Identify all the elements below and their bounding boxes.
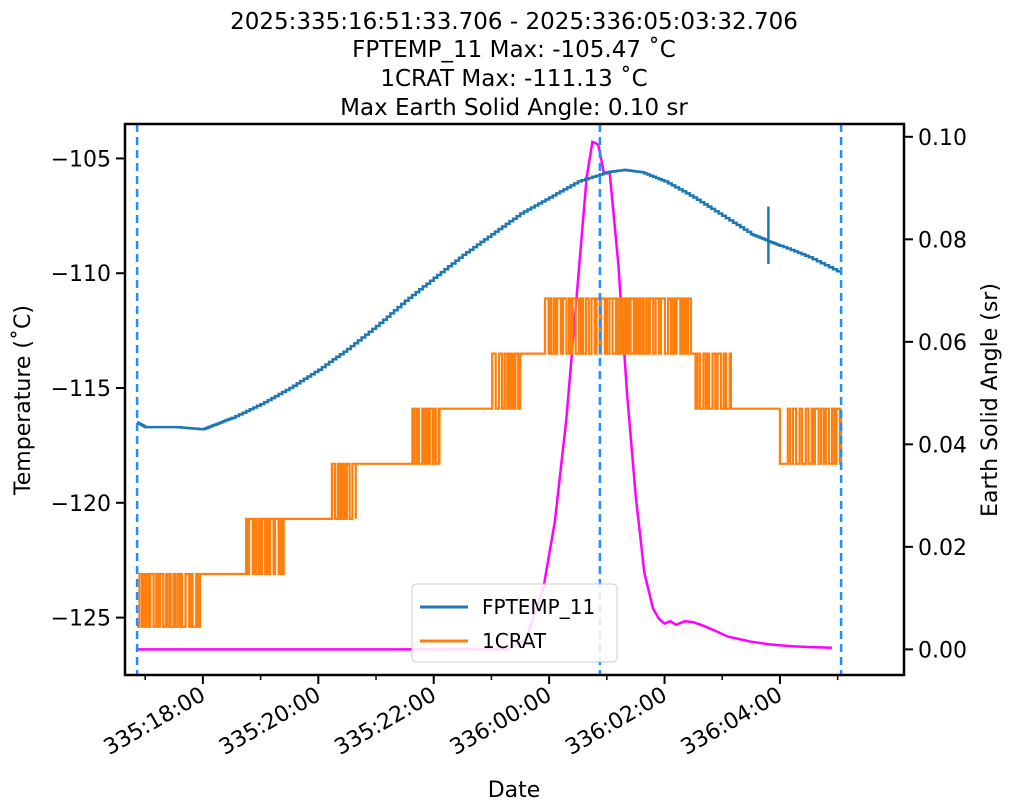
y2-tick-label: 0.08 — [918, 228, 967, 253]
x-tick-label: 336:04:00 — [677, 683, 787, 761]
y2-tick-label: 0.02 — [918, 536, 967, 561]
y-tick-label: −125 — [51, 607, 111, 632]
x-tick-label: 335:22:00 — [331, 683, 441, 761]
title-line-4: Max Earth Solid Angle: 0.10 sr — [340, 95, 688, 121]
x-axis-label: Date — [488, 778, 541, 803]
y2-axis-label: Earth Solid Angle (sr) — [978, 283, 1003, 517]
y-tick-label: −120 — [51, 492, 111, 517]
y-tick-label: −115 — [51, 377, 111, 402]
y-tick-label: −105 — [51, 147, 111, 172]
y2-tick-label: 0.04 — [918, 433, 967, 458]
y2-tick-label: 0.06 — [918, 331, 967, 356]
series-1crat — [137, 297, 843, 628]
y-axis-right: 0.00 0.02 0.04 0.06 0.08 0.10 — [904, 126, 967, 663]
y2-tick-label: 0.10 — [918, 126, 967, 151]
y-axis-label: Temperature (˚C) — [11, 305, 36, 496]
x-tick-label: 335:20:00 — [215, 683, 325, 761]
y2-tick-label: 0.00 — [918, 638, 967, 663]
y-axis-left: −105 −110 −115 −120 −125 — [51, 147, 125, 632]
y-tick-label: −110 — [51, 262, 111, 287]
series-fptemp-11 — [136, 168, 843, 431]
x-tick-label: 336:00:00 — [446, 683, 556, 761]
title-line-2: FPTEMP_11 Max: -105.47 ˚C — [352, 36, 676, 63]
legend-label-fptemp: FPTEMP_11 — [482, 595, 595, 619]
legend-label-1crat: 1CRAT — [482, 629, 547, 653]
x-tick-label: 336:02:00 — [561, 683, 671, 761]
x-tick-label: 335:18:00 — [100, 683, 210, 761]
chart-title: 2025:335:16:51:33.706 - 2025:336:05:03:3… — [230, 9, 798, 121]
plot-frame — [123, 122, 906, 677]
x-axis: 335:18:00 335:20:00 335:22:00 336:00:00 336:… — [100, 675, 839, 761]
series-earth-solid-angle — [137, 140, 832, 651]
reference-lines — [135, 124, 843, 675]
plot-area — [135, 124, 843, 675]
title-line-3: 1CRAT Max: -111.13 ˚C — [380, 65, 647, 92]
legend: FPTEMP_11 1CRAT — [411, 583, 618, 663]
series-layer — [136, 140, 843, 651]
title-line-1: 2025:335:16:51:33.706 - 2025:336:05:03:3… — [230, 9, 798, 35]
